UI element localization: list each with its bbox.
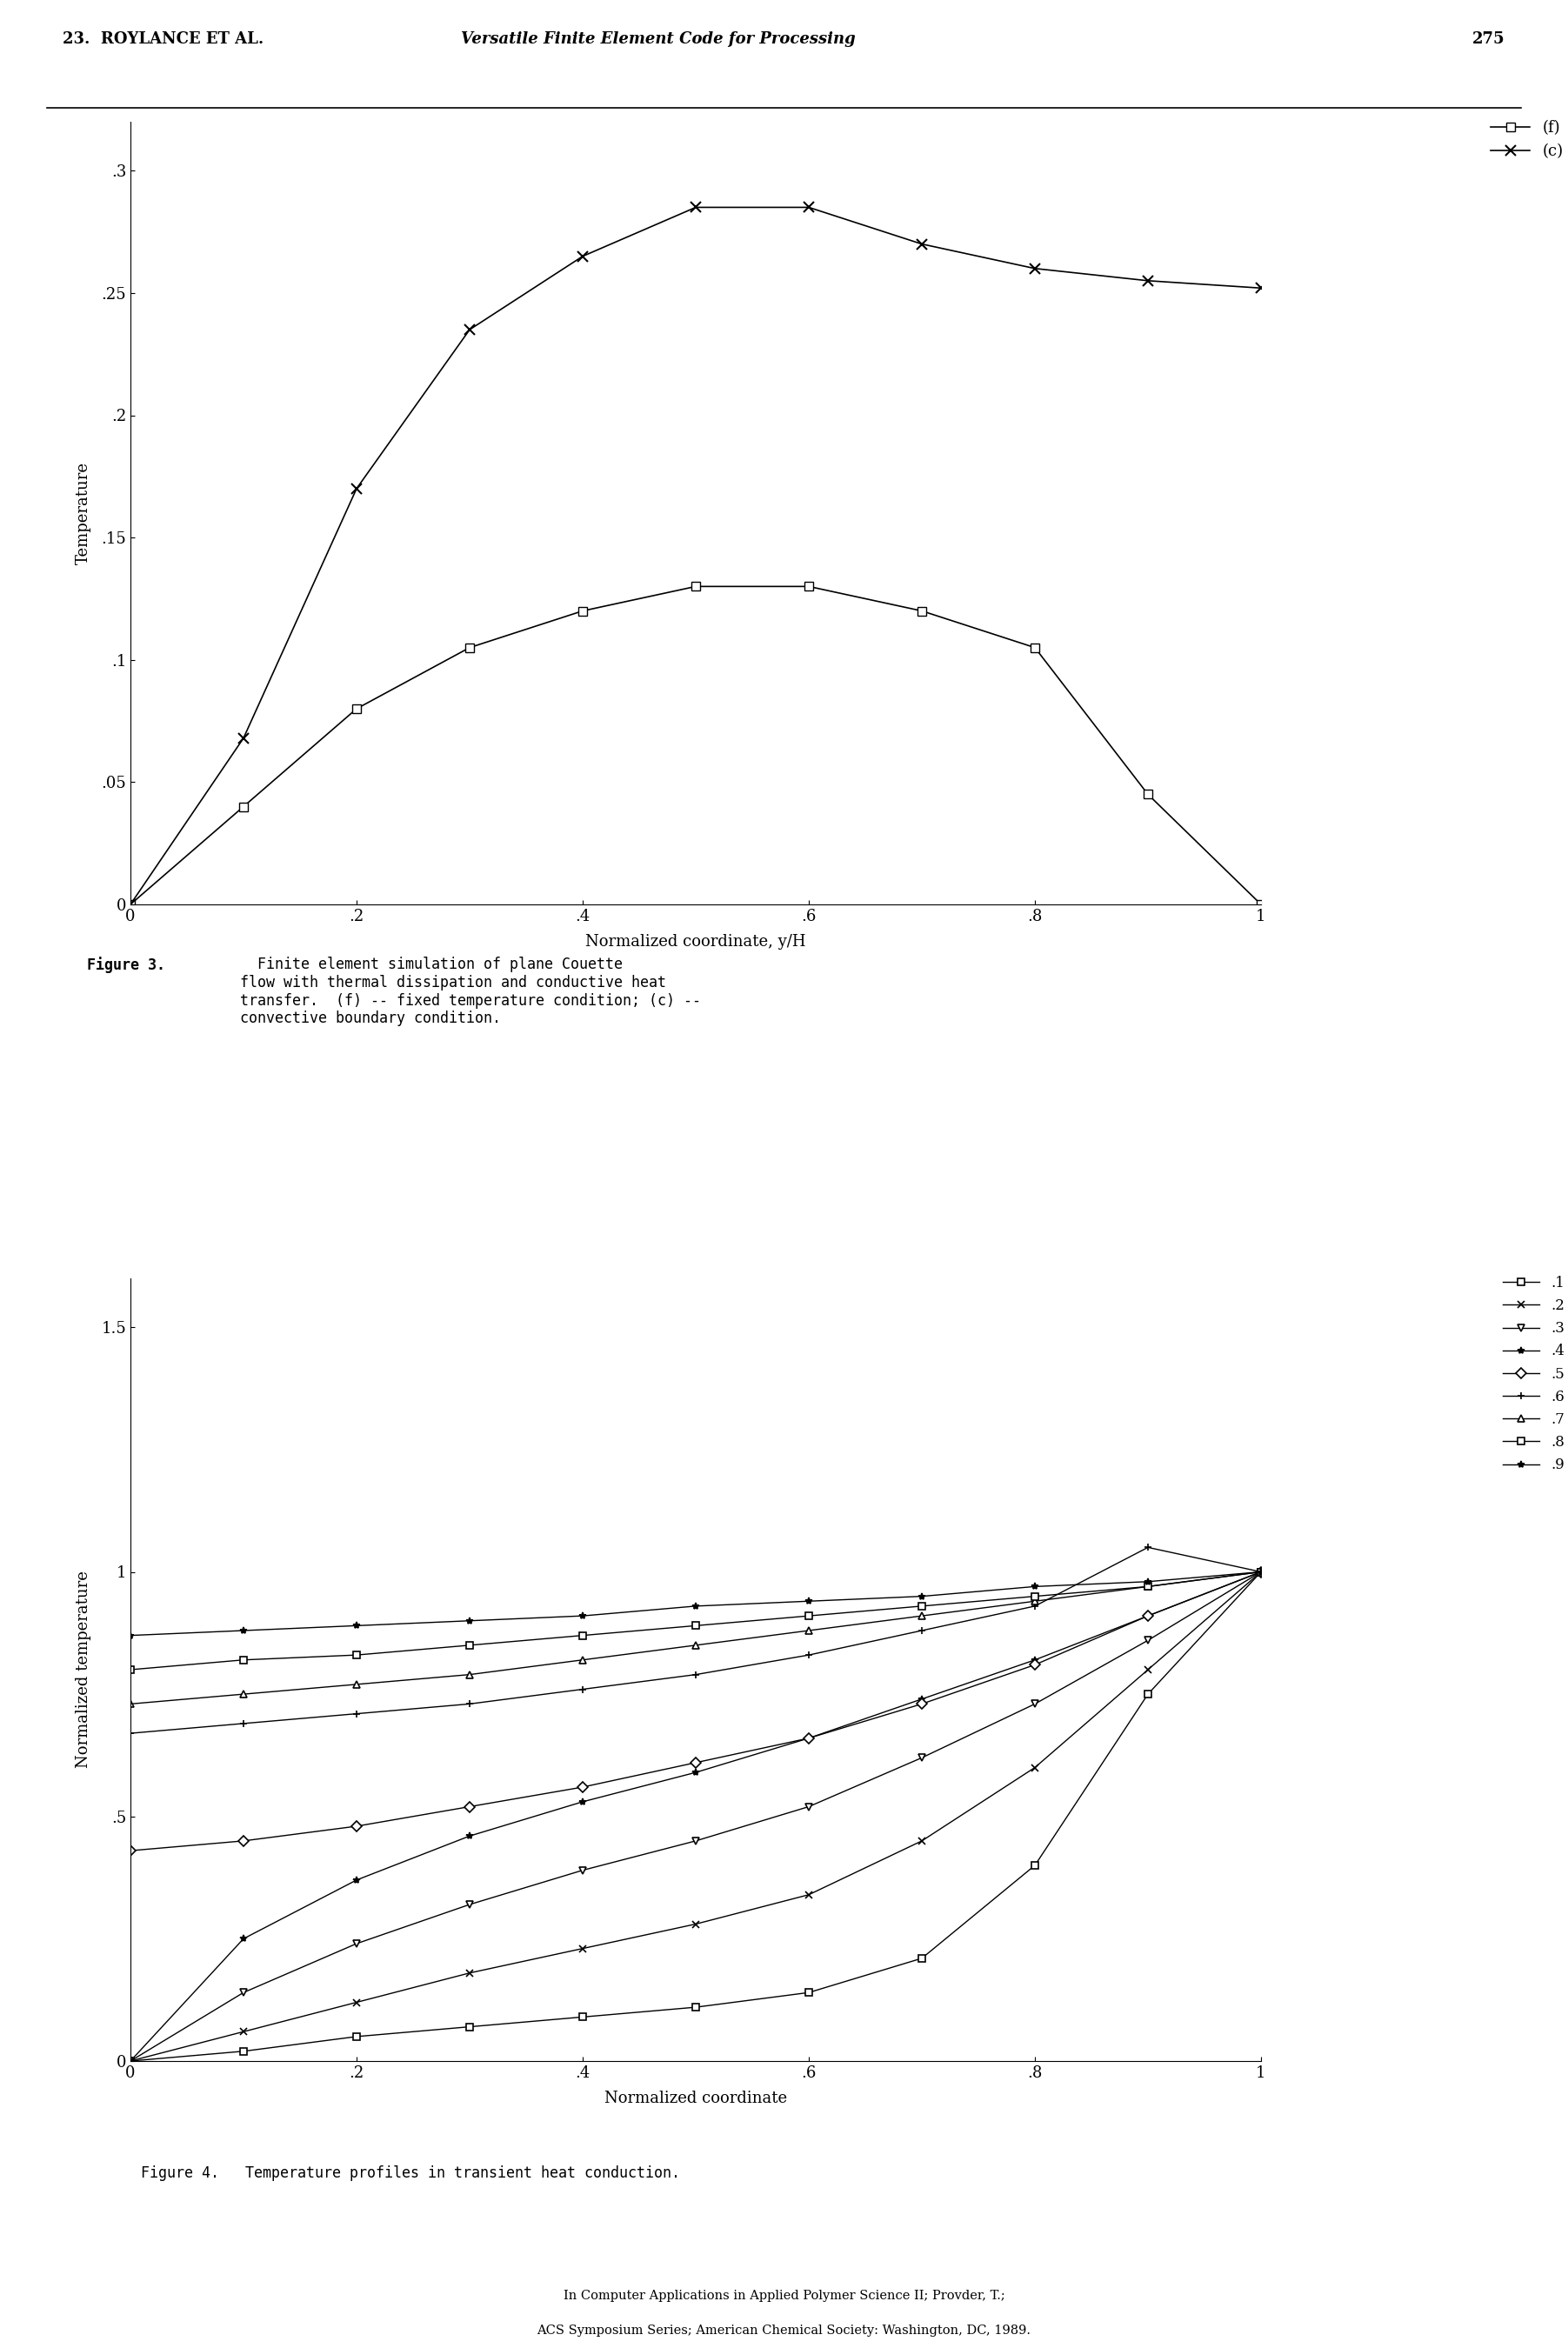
Text: Figure 3.: Figure 3. — [86, 956, 165, 972]
Legend: .1, .2, .3, .4, .5, .6, .7, .8, .9: .1, .2, .3, .4, .5, .6, .7, .8, .9 — [1497, 1270, 1568, 1479]
Y-axis label: Temperature: Temperature — [75, 463, 91, 564]
Text: 23.  ROYLANCE ET AL.: 23. ROYLANCE ET AL. — [63, 33, 263, 47]
X-axis label: Normalized coordinate, y/H: Normalized coordinate, y/H — [585, 935, 806, 949]
Legend: (f), (c): (f), (c) — [1485, 115, 1568, 167]
Text: Versatile Finite Element Code for Processing: Versatile Finite Element Code for Proces… — [461, 33, 856, 47]
Text: Figure 4.   Temperature profiles in transient heat conduction.: Figure 4. Temperature profiles in transi… — [141, 2165, 681, 2181]
Text: ACS Symposium Series; American Chemical Society: Washington, DC, 1989.: ACS Symposium Series; American Chemical … — [536, 2325, 1032, 2336]
X-axis label: Normalized coordinate: Normalized coordinate — [604, 2090, 787, 2106]
Text: 275: 275 — [1472, 33, 1505, 47]
Text: Finite element simulation of plane Couette
flow with thermal dissipation and con: Finite element simulation of plane Couet… — [240, 956, 701, 1026]
Text: In Computer Applications in Applied Polymer Science II; Provder, T.;: In Computer Applications in Applied Poly… — [563, 2289, 1005, 2301]
Y-axis label: Normalized temperature: Normalized temperature — [75, 1571, 91, 1768]
